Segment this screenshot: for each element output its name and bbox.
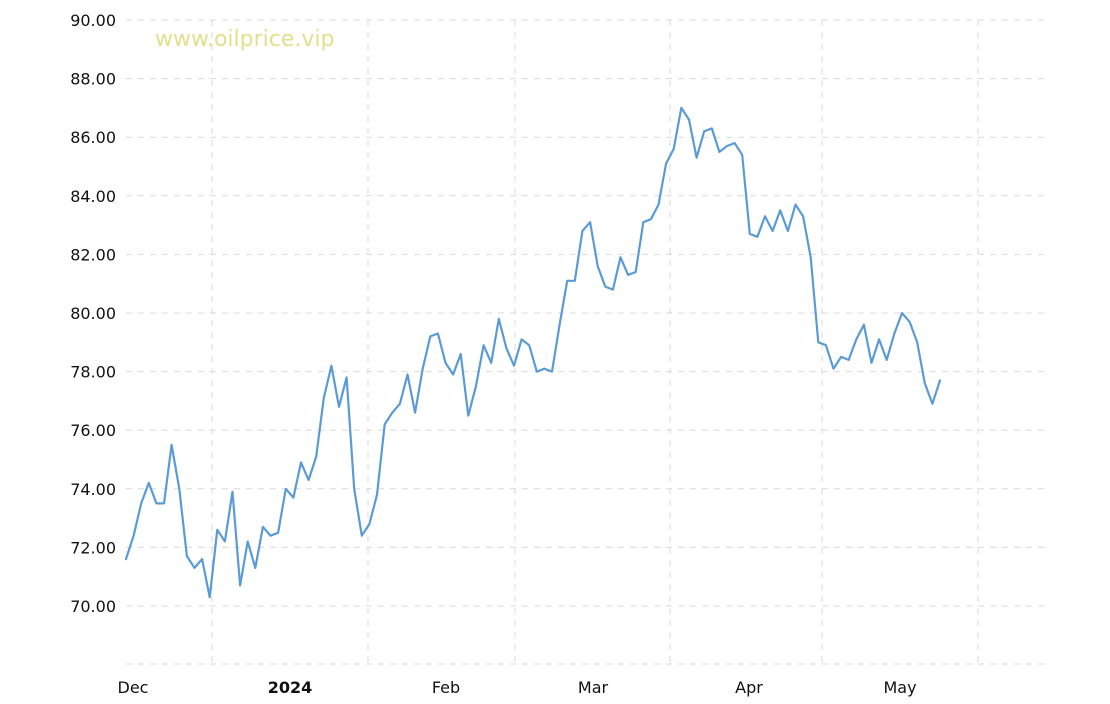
watermark-text: www.oilprice.vip (155, 27, 334, 52)
x-tick-label: 2024 (268, 678, 313, 697)
x-tick-label: Apr (735, 678, 763, 697)
y-tick-label: 78.00 (70, 363, 116, 382)
y-tick-label: 86.00 (70, 128, 116, 147)
y-tick-label: 80.00 (70, 304, 116, 323)
x-axis-tick-labels: Dec 2024 Feb Mar Apr May (118, 678, 917, 697)
grid-lines (126, 19, 1046, 665)
y-tick-label: 90.00 (70, 11, 116, 30)
x-tick-label: Feb (432, 678, 460, 697)
y-tick-label: 82.00 (70, 245, 116, 264)
y-tick-label: 76.00 (70, 421, 116, 440)
x-tick-label: Dec (118, 678, 149, 697)
series-layer (124, 106, 942, 599)
y-tick-label: 72.00 (70, 538, 116, 557)
y-tick-label: 74.00 (70, 480, 116, 499)
y-tick-label: 88.00 (70, 70, 116, 89)
y-tick-label: 84.00 (70, 187, 116, 206)
x-tick-label: May (883, 678, 916, 697)
y-tick-label: 70.00 (70, 597, 116, 616)
y-axis-tick-labels: 70.00 72.00 74.00 76.00 78.00 80.00 82.00 84.00… (70, 11, 116, 616)
x-tick-label: Mar (578, 678, 609, 697)
price-series-line (124, 106, 942, 599)
